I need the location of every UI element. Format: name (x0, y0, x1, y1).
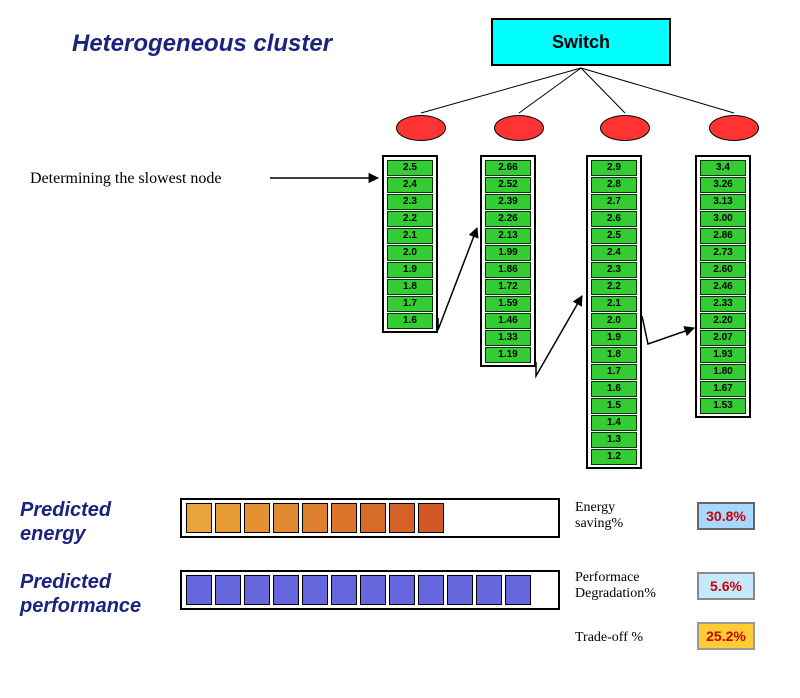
energy-bar-seg (244, 503, 270, 533)
freq-cell: 3.00 (700, 211, 746, 227)
energy-bar-seg (418, 503, 444, 533)
perf-bar-seg (215, 575, 241, 605)
freq-cell: 1.93 (700, 347, 746, 363)
perf-bar (180, 570, 560, 610)
freq-cell: 2.6 (591, 211, 637, 227)
freq-cell: 1.33 (485, 330, 531, 346)
freq-cell: 1.8 (387, 279, 433, 295)
perf-bar-seg (505, 575, 531, 605)
node-ellipse (600, 115, 650, 141)
freq-cell: 2.8 (591, 177, 637, 193)
switch-box: Switch (491, 18, 671, 66)
freq-cell: 1.59 (485, 296, 531, 312)
freq-cell: 2.52 (485, 177, 531, 193)
energy-bar-seg (273, 503, 299, 533)
perf-bar-seg (476, 575, 502, 605)
freq-cell: 1.8 (591, 347, 637, 363)
node-stack: 2.92.82.72.62.52.42.32.22.12.01.91.81.71… (586, 155, 642, 469)
node-ellipse (494, 115, 544, 141)
perf-bar-seg (273, 575, 299, 605)
diagram-title: Heterogeneous cluster (72, 30, 332, 58)
freq-cell: 2.4 (387, 177, 433, 193)
perf-bar-seg (244, 575, 270, 605)
metric-value: 5.6% (697, 572, 755, 600)
energy-bar-seg (302, 503, 328, 533)
node-stack: 2.662.522.392.262.131.991.861.721.591.46… (480, 155, 536, 367)
metric-label: Trade-off % (575, 630, 643, 646)
freq-cell: 1.9 (591, 330, 637, 346)
freq-cell: 3.26 (700, 177, 746, 193)
freq-cell: 2.86 (700, 228, 746, 244)
freq-cell: 1.46 (485, 313, 531, 329)
perf-bar-seg (447, 575, 473, 605)
perf-bar-seg (302, 575, 328, 605)
freq-cell: 1.19 (485, 347, 531, 363)
node-stack: 3.43.263.133.002.862.732.602.462.332.202… (695, 155, 751, 418)
freq-cell: 1.67 (700, 381, 746, 397)
freq-cell: 2.3 (387, 194, 433, 210)
perf-bar-seg (186, 575, 212, 605)
energy-bar-seg (186, 503, 212, 533)
predicted-performance-label: Predictedperformance (20, 570, 141, 618)
freq-cell: 1.99 (485, 245, 531, 261)
predicted-energy-label: Predictedenergy (20, 498, 111, 546)
node-stack: 2.52.42.32.22.12.01.91.81.71.6 (382, 155, 438, 333)
node-ellipse (709, 115, 759, 141)
perf-bar-seg (418, 575, 444, 605)
freq-cell: 2.20 (700, 313, 746, 329)
freq-cell: 1.6 (591, 381, 637, 397)
freq-cell: 1.72 (485, 279, 531, 295)
freq-cell: 2.33 (700, 296, 746, 312)
freq-cell: 1.4 (591, 415, 637, 431)
slowest-node-label: Determining the slowest node (30, 170, 222, 188)
freq-cell: 2.2 (387, 211, 433, 227)
freq-cell: 2.5 (387, 160, 433, 176)
metric-value: 25.2% (697, 622, 755, 650)
freq-cell: 2.1 (591, 296, 637, 312)
perf-bar-seg (331, 575, 357, 605)
freq-cell: 1.7 (591, 364, 637, 380)
freq-cell: 2.1 (387, 228, 433, 244)
freq-cell: 2.26 (485, 211, 531, 227)
freq-cell: 2.07 (700, 330, 746, 346)
freq-cell: 1.2 (591, 449, 637, 465)
perf-bar-seg (389, 575, 415, 605)
freq-cell: 2.4 (591, 245, 637, 261)
freq-cell: 1.7 (387, 296, 433, 312)
freq-cell: 1.6 (387, 313, 433, 329)
freq-cell: 1.86 (485, 262, 531, 278)
freq-cell: 2.60 (700, 262, 746, 278)
freq-cell: 3.4 (700, 160, 746, 176)
freq-cell: 2.3 (591, 262, 637, 278)
freq-cell: 2.46 (700, 279, 746, 295)
metric-label: Energy saving% (575, 500, 623, 532)
node-ellipse (396, 115, 446, 141)
freq-cell: 1.53 (700, 398, 746, 414)
perf-bar-seg (360, 575, 386, 605)
freq-cell: 1.5 (591, 398, 637, 414)
freq-cell: 2.0 (387, 245, 433, 261)
freq-cell: 2.39 (485, 194, 531, 210)
energy-bar-seg (331, 503, 357, 533)
metric-label: Performace Degradation% (575, 570, 656, 602)
freq-cell: 2.5 (591, 228, 637, 244)
freq-cell: 1.3 (591, 432, 637, 448)
energy-bar-seg (215, 503, 241, 533)
freq-cell: 1.80 (700, 364, 746, 380)
energy-bar-seg (360, 503, 386, 533)
freq-cell: 3.13 (700, 194, 746, 210)
freq-cell: 2.0 (591, 313, 637, 329)
freq-cell: 2.2 (591, 279, 637, 295)
freq-cell: 2.7 (591, 194, 637, 210)
freq-cell: 2.73 (700, 245, 746, 261)
energy-bar-seg (389, 503, 415, 533)
freq-cell: 2.9 (591, 160, 637, 176)
metric-value: 30.8% (697, 502, 755, 530)
freq-cell: 2.66 (485, 160, 531, 176)
energy-bar (180, 498, 560, 538)
freq-cell: 2.13 (485, 228, 531, 244)
freq-cell: 1.9 (387, 262, 433, 278)
